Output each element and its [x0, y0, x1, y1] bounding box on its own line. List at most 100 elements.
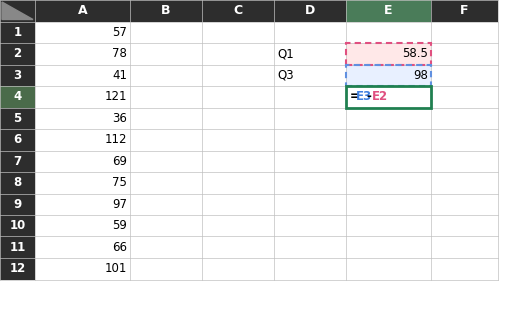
Bar	[35, 43, 130, 64]
Bar	[274, 215, 346, 236]
Bar	[346, 64, 431, 86]
Bar	[0, 172, 35, 193]
Bar	[35, 172, 130, 193]
Bar	[202, 172, 274, 193]
Bar	[35, 129, 130, 150]
Bar	[346, 86, 431, 107]
Bar	[0, 129, 35, 150]
Bar	[0, 64, 35, 86]
Bar	[346, 193, 431, 215]
Bar	[431, 107, 498, 129]
Bar	[431, 258, 498, 279]
Bar	[0, 86, 35, 107]
Bar	[35, 150, 130, 172]
Bar	[346, 215, 431, 236]
Text: 66: 66	[112, 241, 127, 254]
Bar	[130, 215, 202, 236]
Bar	[346, 86, 431, 107]
Text: F: F	[460, 4, 469, 17]
Bar	[431, 150, 498, 172]
Text: D: D	[305, 4, 315, 17]
Bar	[0, 43, 35, 64]
Text: 75: 75	[112, 176, 127, 189]
Bar	[130, 107, 202, 129]
Bar	[35, 236, 130, 258]
Bar	[274, 129, 346, 150]
Bar	[274, 0, 346, 21]
Bar	[431, 86, 498, 107]
Bar	[202, 21, 274, 43]
Text: 41: 41	[112, 69, 127, 82]
Bar	[431, 172, 498, 193]
Text: 9: 9	[13, 198, 22, 211]
Text: 101: 101	[104, 262, 127, 275]
Bar	[346, 64, 431, 86]
Bar	[202, 129, 274, 150]
Text: B: B	[161, 4, 171, 17]
Bar	[431, 0, 498, 21]
Text: 10: 10	[9, 219, 26, 232]
Bar	[130, 64, 202, 86]
Text: 58.5: 58.5	[402, 47, 428, 60]
Text: E3: E3	[356, 90, 372, 103]
Bar	[130, 193, 202, 215]
Text: 59: 59	[112, 219, 127, 232]
Bar	[130, 150, 202, 172]
Text: E: E	[384, 4, 393, 17]
Bar	[202, 0, 274, 21]
Bar	[130, 172, 202, 193]
Text: 1: 1	[13, 26, 22, 39]
Text: 112: 112	[104, 133, 127, 146]
Bar	[274, 150, 346, 172]
Bar	[431, 21, 498, 43]
Bar	[346, 21, 431, 43]
Bar	[346, 86, 431, 107]
Text: 11: 11	[9, 241, 26, 254]
Bar	[130, 86, 202, 107]
Bar	[346, 43, 431, 64]
Bar	[202, 215, 274, 236]
Text: E2: E2	[372, 90, 388, 103]
Bar	[35, 0, 130, 21]
Bar	[346, 43, 431, 64]
Text: Q1: Q1	[277, 47, 294, 60]
Bar	[274, 21, 346, 43]
Bar	[346, 258, 431, 279]
Bar	[274, 43, 346, 64]
Bar	[431, 236, 498, 258]
Bar	[346, 107, 431, 129]
Bar	[35, 86, 130, 107]
Bar	[274, 64, 346, 86]
Bar	[35, 258, 130, 279]
Text: 36: 36	[112, 112, 127, 125]
Text: -: -	[367, 90, 371, 103]
Bar	[0, 21, 35, 43]
Text: 69: 69	[112, 155, 127, 168]
Bar	[346, 64, 431, 86]
Bar	[274, 172, 346, 193]
Bar	[130, 0, 202, 21]
Text: 121: 121	[104, 90, 127, 103]
Bar	[130, 21, 202, 43]
Bar	[202, 150, 274, 172]
Bar	[274, 258, 346, 279]
Text: 97: 97	[112, 198, 127, 211]
Text: A: A	[78, 4, 87, 17]
Bar	[346, 172, 431, 193]
Bar	[346, 0, 431, 21]
Bar	[0, 0, 35, 21]
Bar	[0, 258, 35, 279]
Text: 3: 3	[13, 69, 22, 82]
Text: 2: 2	[13, 47, 22, 60]
Text: 12: 12	[9, 262, 26, 275]
Bar	[202, 43, 274, 64]
Bar	[0, 107, 35, 129]
Bar	[202, 236, 274, 258]
Bar	[130, 258, 202, 279]
Bar	[431, 129, 498, 150]
Text: C: C	[234, 4, 242, 17]
Text: 98: 98	[413, 69, 428, 82]
Bar	[202, 193, 274, 215]
Text: 5: 5	[13, 112, 22, 125]
Bar	[274, 193, 346, 215]
